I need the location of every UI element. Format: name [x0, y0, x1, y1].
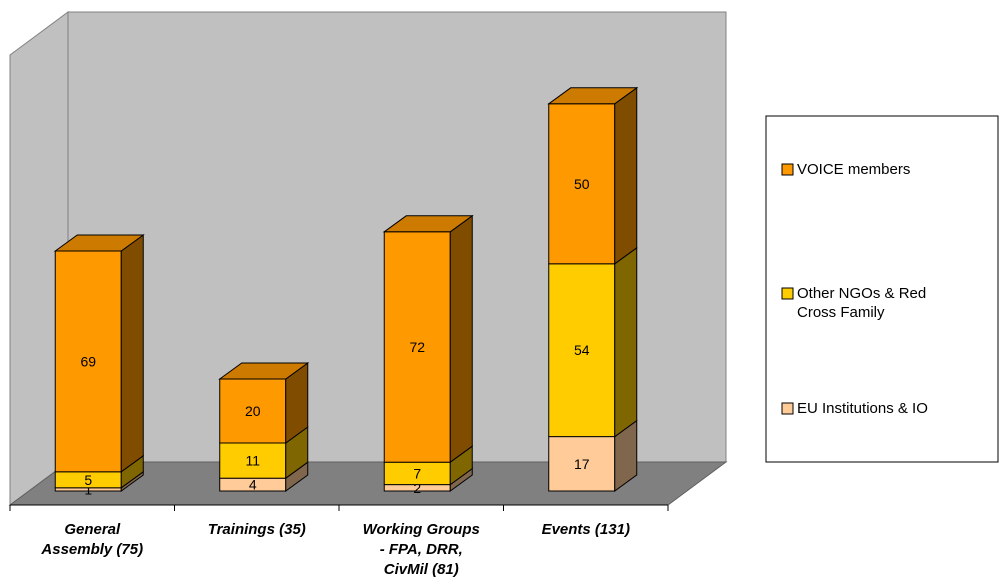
bar-segment: 72 — [383, 214, 473, 464]
legend-label: Other NGOs & Red — [797, 285, 926, 302]
data-label: 7 — [413, 465, 421, 481]
bar-top — [53, 234, 145, 252]
legend-item: VOICE members — [781, 161, 910, 178]
legend-item: EU Institutions & IO — [781, 400, 928, 417]
data-label: 1 — [84, 481, 92, 497]
data-label: 50 — [574, 176, 590, 192]
data-label: 54 — [574, 342, 590, 358]
x-tick-label: - FPA, DRR, — [380, 541, 463, 558]
legend-label: Cross Family — [797, 304, 885, 321]
bar-segment: 69 — [54, 234, 144, 473]
x-tick-label: CivMil (81) — [384, 561, 459, 578]
x-tick-label: Assembly (75) — [40, 541, 143, 558]
legend-label: EU Institutions & IO — [797, 400, 928, 417]
data-label: 11 — [245, 453, 260, 469]
bar-segment: 54 — [548, 246, 638, 438]
bar-side — [614, 86, 638, 265]
bar-front — [383, 231, 451, 463]
data-label: 2 — [413, 480, 421, 496]
bar-top — [382, 215, 474, 233]
data-label: 69 — [80, 353, 96, 369]
bar-side — [449, 214, 473, 464]
bar-front — [548, 263, 616, 438]
data-label: 5 — [84, 472, 92, 488]
bar-front — [219, 378, 287, 444]
bar-segment: 7 — [383, 445, 473, 486]
bar-segment: 5 — [54, 454, 144, 489]
bar-front — [548, 103, 616, 265]
legend-swatch — [781, 163, 794, 176]
legend-box — [765, 115, 999, 463]
data-label: 20 — [245, 403, 261, 419]
x-tick-label: Working Groups — [363, 521, 480, 538]
data-label: 72 — [409, 339, 425, 355]
x-axis: General Assembly (75) Trainings (35) Workin… — [9, 504, 669, 578]
bar-top — [218, 362, 310, 380]
bar-group: 15 69 4 11 20 27 72 17 54 50 — [53, 86, 639, 497]
x-tick-label: General — [64, 521, 121, 538]
legend-label: VOICE members — [797, 161, 910, 178]
bar-side — [120, 234, 144, 473]
data-label: 17 — [574, 456, 590, 472]
bar-segment: 4 — [219, 461, 309, 493]
bar-segment: 20 — [219, 362, 309, 444]
x-tick-label: Trainings (35) — [208, 521, 306, 538]
bar-top — [547, 87, 639, 105]
bar-front — [548, 436, 616, 492]
legend-swatch — [781, 287, 794, 300]
bar-front — [54, 250, 122, 473]
legend-item: Other NGOs & Red Cross Family — [781, 285, 926, 321]
bar-side — [614, 246, 638, 438]
data-label: 4 — [249, 477, 257, 493]
x-tick-label: Events (131) — [542, 521, 630, 538]
bar-segment: 17 — [548, 419, 638, 492]
legend: EU Institutions & IO Other NGOs & Red Cros… — [765, 115, 999, 463]
bar-segment: 50 — [548, 86, 638, 265]
legend-swatch — [781, 402, 794, 415]
